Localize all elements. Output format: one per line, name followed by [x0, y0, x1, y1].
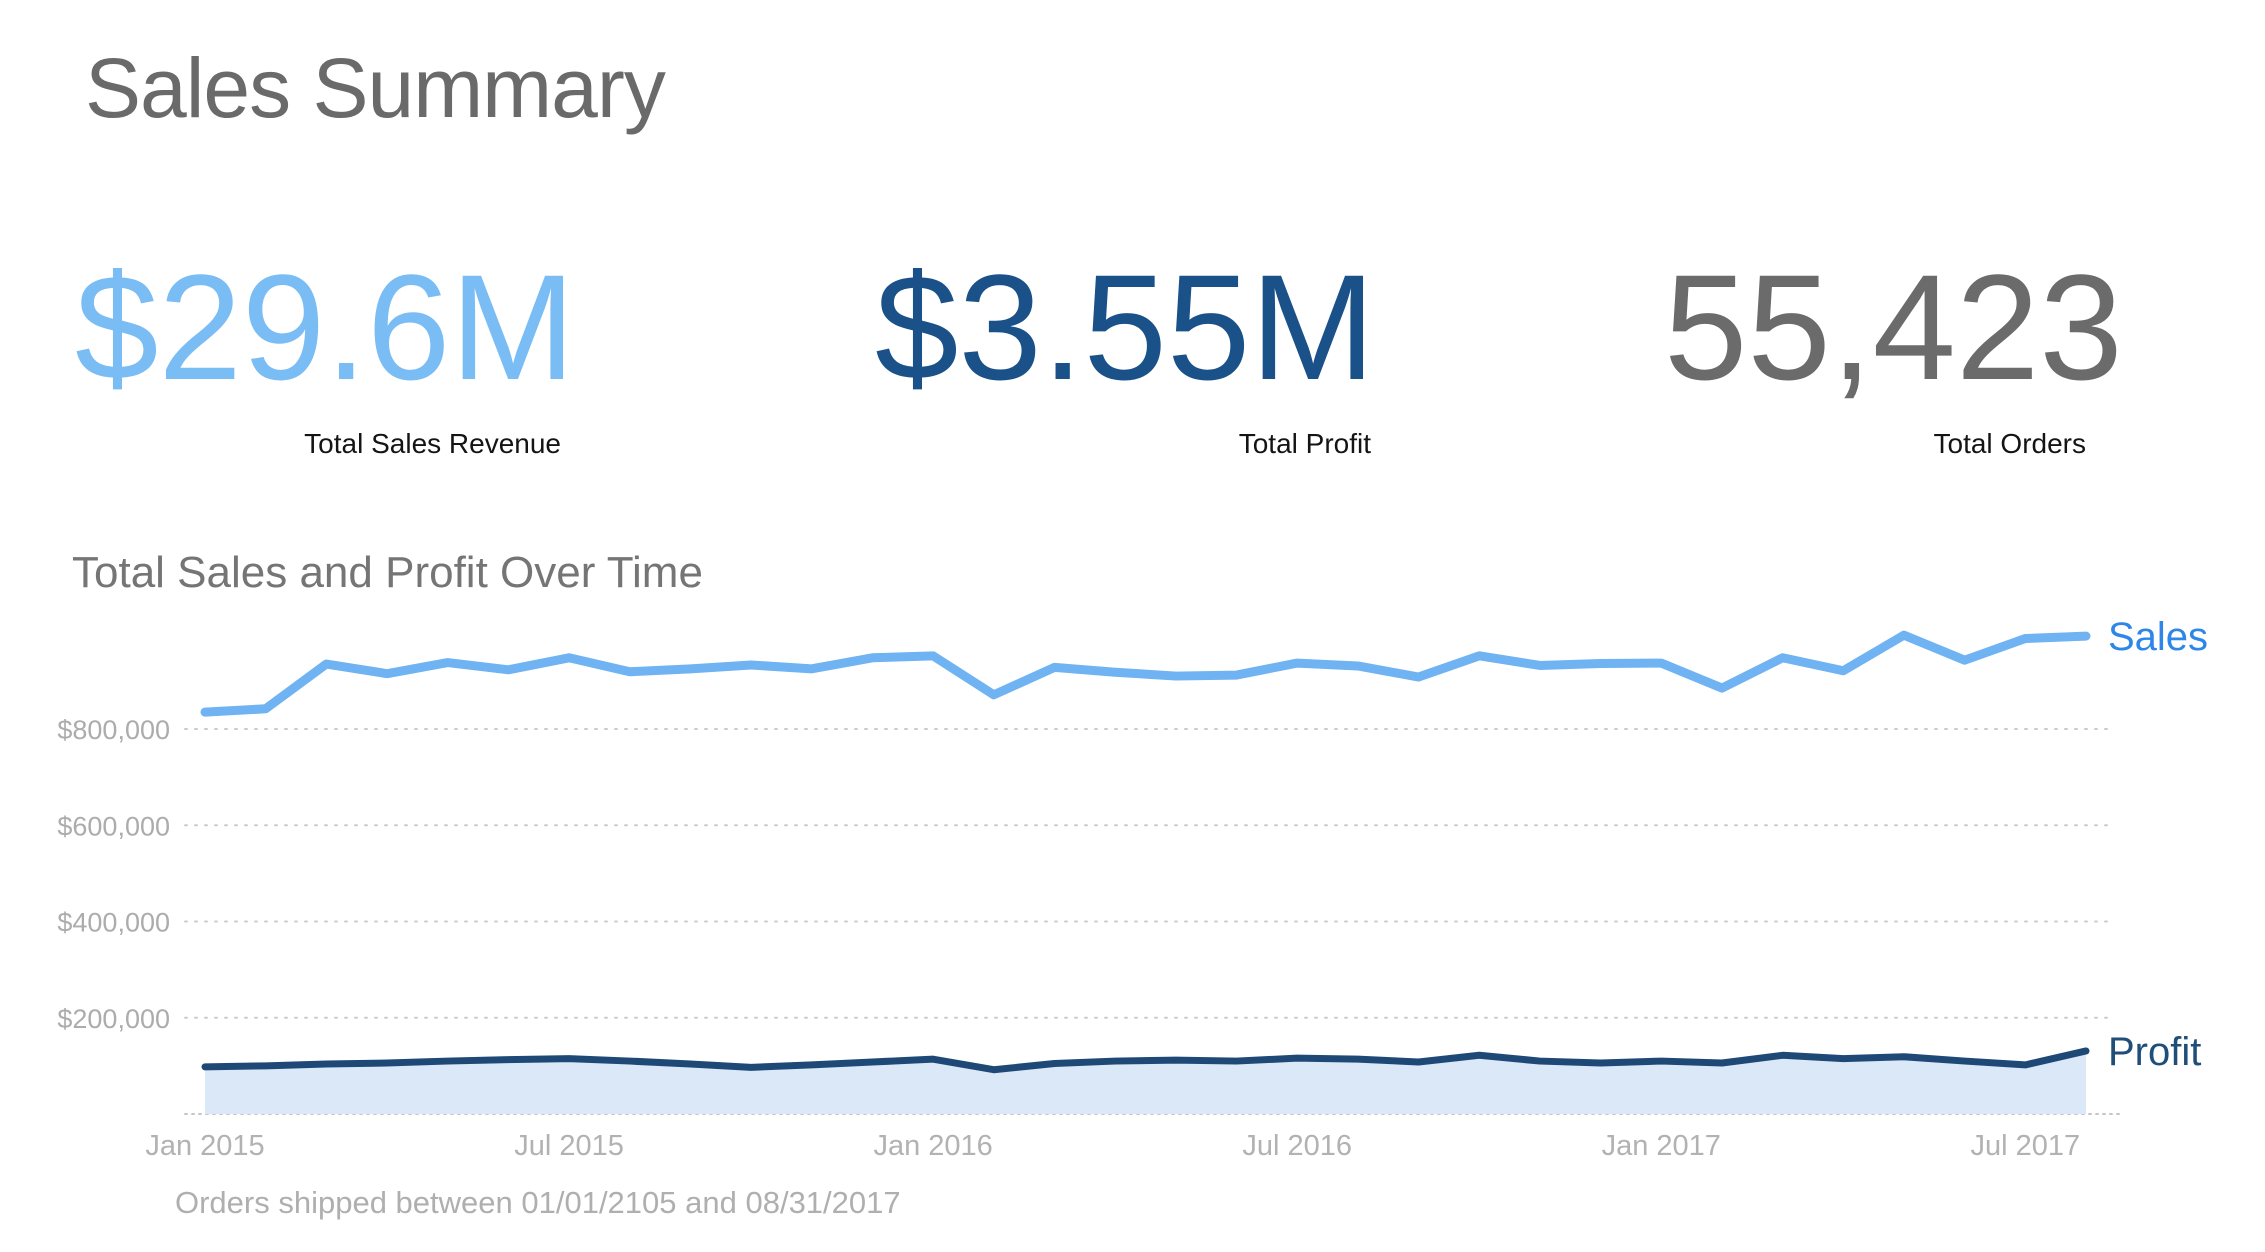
y-axis-label-600000: $600,000: [57, 811, 170, 841]
x-axis-label-jan-2015: Jan 2015: [145, 1130, 264, 1162]
footer-note: Orders shipped between 01/01/2105 and 08…: [175, 1185, 901, 1220]
x-axis-label-jul-2015: Jul 2015: [514, 1130, 624, 1162]
y-axis-label-400000: $400,000: [57, 908, 170, 938]
x-axis-label-jan-2016: Jan 2016: [873, 1130, 992, 1162]
y-axis-label-200000: $200,000: [57, 1004, 170, 1034]
profit-line: [201, 1047, 2090, 1074]
y-axis-label-800000: $800,000: [57, 715, 170, 745]
x-axis-label-jan-2017: Jan 2017: [1602, 1130, 1721, 1162]
kpi-value-total-profit: $3.55M: [875, 243, 1376, 411]
kpi-value-total-orders: 55,423: [1664, 243, 2123, 411]
x-axis-label-jul-2016: Jul 2016: [1242, 1130, 1352, 1162]
kpi-card-total-orders[interactable]: 55,423 Total Orders: [1664, 243, 2123, 460]
kpi-card-total-profit[interactable]: $3.55M Total Profit: [875, 252, 1385, 460]
page-title: Sales Summary: [85, 41, 666, 135]
kpi-label-total-profit: Total Profit: [1238, 428, 1371, 459]
chart-title: Total Sales and Profit Over Time: [72, 548, 703, 597]
profit-series-label: Profit: [2108, 1030, 2201, 1074]
kpi-card-total-sales-revenue[interactable]: $29.6M Total Sales Revenue: [75, 252, 575, 460]
kpi-label-total-sales-revenue: Total Sales Revenue: [304, 428, 561, 459]
sales-line: [200, 630, 2091, 717]
x-axis-label-jul-2017: Jul 2017: [1970, 1130, 2080, 1162]
kpi-value-total-sales-revenue: $29.6M: [75, 243, 576, 411]
sales-series-label: Sales: [2108, 615, 2208, 659]
kpi-label-total-orders: Total Orders: [1933, 428, 2087, 459]
